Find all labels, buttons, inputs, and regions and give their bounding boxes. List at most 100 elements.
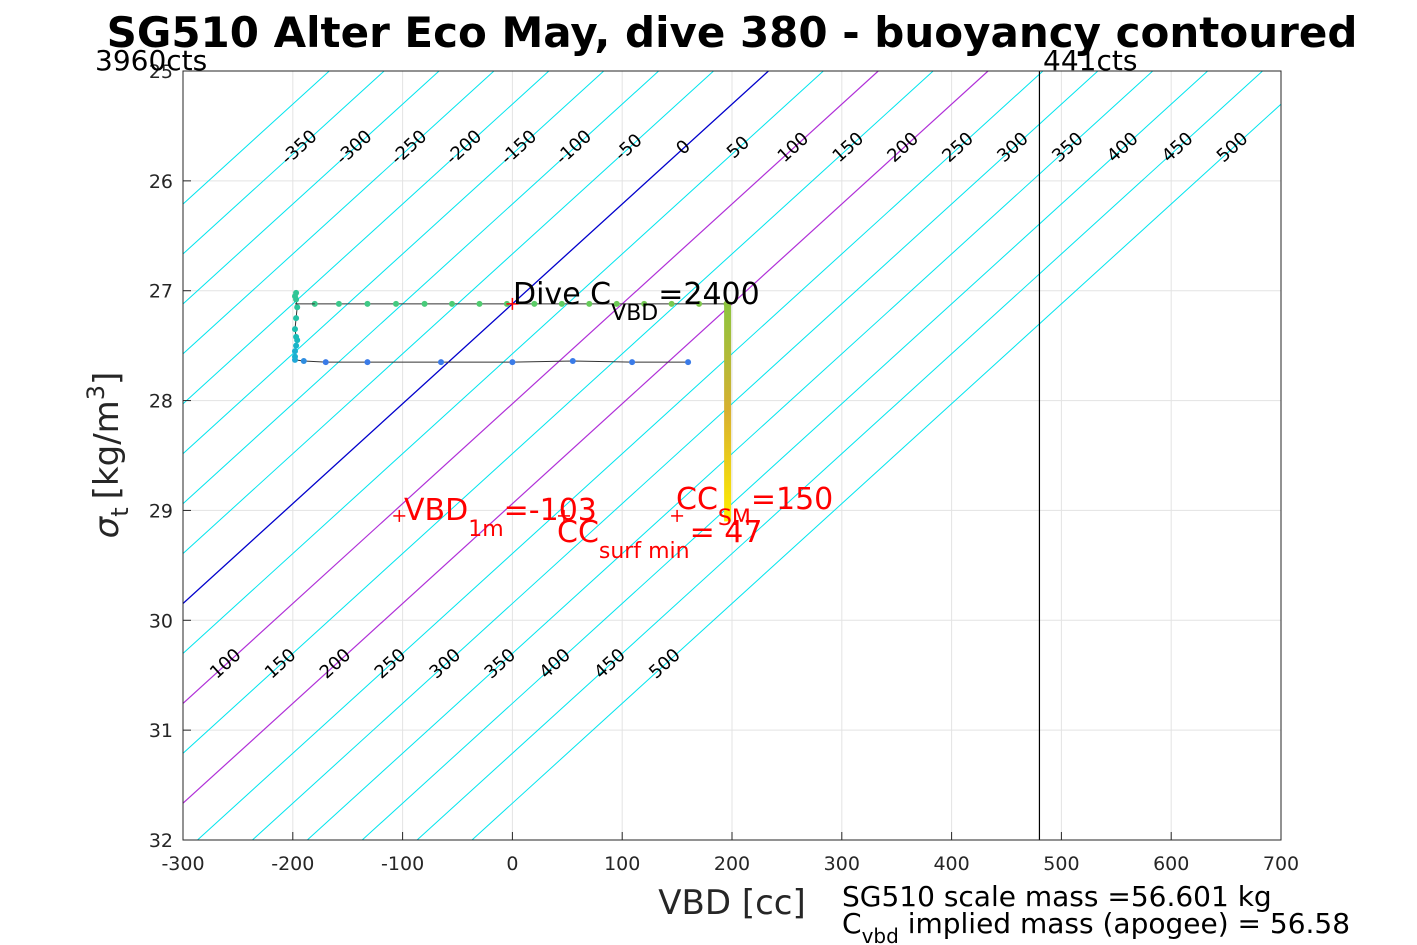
contour-line xyxy=(183,71,605,455)
contour-line xyxy=(183,71,440,305)
marker-label: Dive CVBD=2400 xyxy=(513,277,760,326)
trace-point xyxy=(696,300,703,307)
y-tick-label: 28 xyxy=(149,391,173,413)
footer-c-sub: vbd xyxy=(862,924,899,945)
trace-point xyxy=(291,348,298,355)
marker-label-sub: SM xyxy=(718,506,751,531)
trace-point xyxy=(393,300,400,307)
marker-label-sub: 1m xyxy=(468,517,503,542)
y-tick-label: 26 xyxy=(149,171,173,193)
trace-point xyxy=(629,359,636,366)
contour-line xyxy=(183,71,550,405)
top-left-counts-label: 3960cts xyxy=(95,44,207,77)
contour-line xyxy=(183,71,824,655)
contour-line xyxy=(183,71,989,805)
footer-implied-rest: implied mass (apogee) = 56.58 xyxy=(899,907,1350,940)
trace-point xyxy=(449,300,456,307)
trace-point xyxy=(668,300,675,307)
contour-line xyxy=(183,71,659,505)
top-right-counts-label: 441cts xyxy=(1043,44,1137,77)
y-label-unit: [kg/m xyxy=(87,400,127,499)
y-tick-label: 32 xyxy=(149,830,173,852)
x-tick-label: 0 xyxy=(506,853,518,875)
marker-label-sub: surf min xyxy=(599,539,690,564)
trace-point xyxy=(476,300,483,307)
chart-title: SG510 Alter Eco May, dive 380 - buoyancy… xyxy=(107,8,1358,57)
contour-line xyxy=(183,71,495,355)
y-label-close: ] xyxy=(87,372,127,385)
trace-point xyxy=(685,359,692,366)
footer-implied-mass: Cvbd implied mass (apogee) = 56.58 xyxy=(842,907,1350,945)
marker-label-main: CC xyxy=(676,482,718,517)
trace-point xyxy=(335,300,342,307)
y-tick-label: 25 xyxy=(149,61,173,83)
trace-point xyxy=(294,304,301,311)
trace-point xyxy=(613,300,620,307)
footer-scale-mass: SG510 scale mass =56.601 kg xyxy=(842,880,1272,913)
y-tick-label: 27 xyxy=(149,281,173,303)
marker-label-value: =150 xyxy=(751,482,833,517)
contour-line xyxy=(183,71,769,605)
trace-point xyxy=(364,359,371,366)
contour-line xyxy=(197,71,1044,840)
x-tick-label: 700 xyxy=(1263,853,1299,875)
x-tick-label: -200 xyxy=(271,853,314,875)
marker-label-main: VBD xyxy=(404,493,468,528)
contour-line xyxy=(471,103,1281,840)
marker-label-value: = 47 xyxy=(690,515,763,550)
contour-line xyxy=(183,71,879,705)
y-tick-label: 31 xyxy=(149,720,173,742)
trace-point xyxy=(531,300,538,307)
x-axis-ticks: -300 -200 -100 0 100 200 300 400 500 600 700 xyxy=(161,832,1299,875)
trace-point xyxy=(300,358,307,365)
trace-point xyxy=(293,289,300,296)
trace-point xyxy=(291,353,298,360)
trace-point xyxy=(509,359,516,366)
y-tick-label: 30 xyxy=(149,610,173,632)
contour-line xyxy=(183,71,385,255)
trace-point xyxy=(421,300,428,307)
contour-line xyxy=(183,71,714,555)
trace-point xyxy=(291,326,298,333)
trace-point xyxy=(364,300,371,307)
y-axis-label: σt [kg/m3] xyxy=(82,372,134,539)
x-tick-label: 400 xyxy=(933,853,969,875)
marker-label: CCSM=150 xyxy=(676,482,833,531)
x-axis-label: VBD [cc] xyxy=(658,883,806,923)
marker-label-main: CC xyxy=(557,515,599,550)
y-label-sup: 3 xyxy=(82,385,110,400)
x-tick-label: 500 xyxy=(1043,853,1079,875)
marker-label: VBD1m=-103 xyxy=(404,493,597,542)
trace-point xyxy=(558,300,565,307)
trace-point xyxy=(293,315,300,322)
marker-label-sub: VBD xyxy=(611,301,658,326)
trace-point xyxy=(293,333,300,340)
contour-line xyxy=(361,71,1208,840)
y-label-sub: t xyxy=(106,507,134,516)
vertical-trace xyxy=(724,301,732,522)
trace-point xyxy=(438,359,445,366)
x-tick-label: -300 xyxy=(161,853,204,875)
x-tick-label: 200 xyxy=(714,853,750,875)
svg-text:σt[kg/m3]: σt [kg/m3] xyxy=(82,372,134,539)
y-label-symbol: σ xyxy=(87,515,127,538)
marker-label: CCsurf min= 47 xyxy=(557,515,762,564)
marker-label-value: =2400 xyxy=(658,277,759,312)
contour-lines xyxy=(183,71,1281,840)
trace-point xyxy=(641,300,648,307)
x-tick-label: 600 xyxy=(1153,853,1189,875)
marker-label-value: =-103 xyxy=(504,493,597,528)
x-tick-label: -100 xyxy=(381,853,424,875)
trace-point xyxy=(586,300,593,307)
trace-point xyxy=(322,359,329,366)
y-tick-label: 29 xyxy=(149,500,173,522)
footer-c: C xyxy=(842,907,862,940)
contour-line xyxy=(416,71,1263,840)
y-axis-ticks: 25 26 27 28 29 30 31 32 xyxy=(149,61,191,852)
contour-line xyxy=(183,71,934,754)
marker-label-main: Dive C xyxy=(513,277,611,312)
dive-traces xyxy=(291,289,732,522)
trace-point xyxy=(569,358,576,365)
x-tick-label: 300 xyxy=(824,853,860,875)
